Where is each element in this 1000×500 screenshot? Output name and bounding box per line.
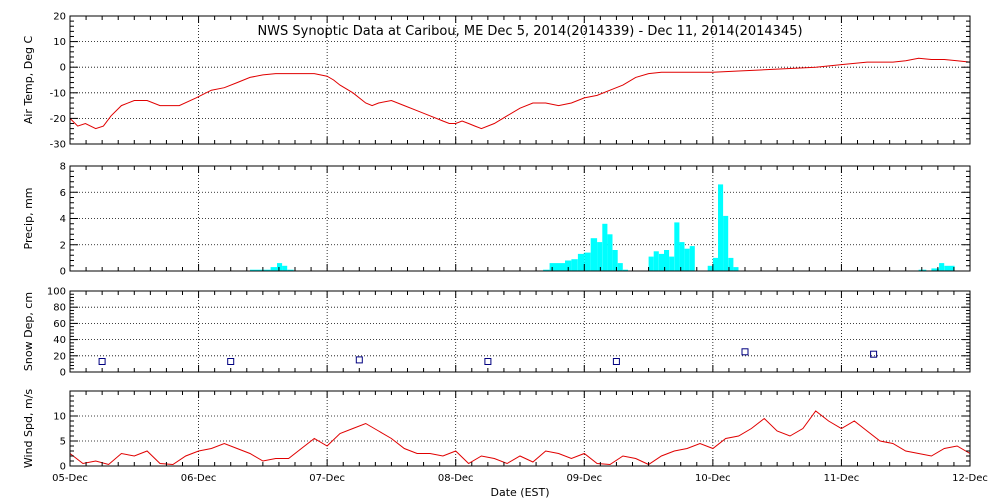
air-temp-series-line	[69, 57, 971, 130]
y-tick-label: 0	[60, 462, 66, 473]
panel-precip: 0 2 4 6 8 Precip, mm	[22, 162, 971, 278]
y-tick-label: 20	[53, 351, 66, 362]
x-tick-label: 09-Dec	[566, 473, 602, 484]
precip-bar	[597, 242, 603, 271]
y-tick-label: -30	[50, 140, 66, 151]
snow-depth-point	[741, 348, 749, 356]
precip-bar	[939, 263, 945, 271]
chart-panels: -30 -20 -10 0 10 20 Air Temp, Deg C 0 2 4 6 8 Precip…	[22, 12, 988, 485]
precip-bar	[931, 268, 940, 271]
x-tick-label: 08-Dec	[438, 473, 474, 484]
precip-bar	[689, 246, 695, 271]
precip-bar	[622, 269, 628, 271]
precip-bar	[549, 263, 565, 271]
y-tick-label: 8	[60, 162, 66, 173]
precip-bar	[282, 265, 288, 272]
precip-bar	[723, 215, 729, 271]
precip-bar	[612, 250, 618, 271]
y-tick-label: 4	[60, 214, 66, 225]
y-tick-label: 6	[60, 188, 66, 199]
precip-bar	[607, 234, 613, 272]
precip-bar	[684, 248, 690, 271]
precip-bar	[648, 256, 654, 271]
panel-snow-depth: 0 20 40 60 80 100 Snow Dep, cm	[22, 287, 971, 379]
snow-depth-point	[870, 350, 878, 358]
precip-bar	[577, 253, 585, 271]
precip-bar	[584, 252, 591, 271]
panel-air-temp: -30 -20 -10 0 10 20 Air Temp, Deg C	[22, 12, 971, 151]
x-axis-ticks: 05-Dec 06-Dec 07-Dec 08-Dec 09-Dec 10-Dec 11-D…	[52, 473, 988, 484]
precip-bar	[277, 263, 283, 271]
precip-bar	[669, 256, 675, 271]
x-tick-label: 07-Dec	[309, 473, 345, 484]
y-tick-label: -20	[50, 114, 66, 125]
y-tick-label: 20	[53, 12, 66, 23]
y-tick-label: 80	[53, 303, 66, 314]
precip-bar	[602, 223, 608, 272]
y-tick-label: 40	[53, 335, 66, 346]
snow-depth-y-axis-label: Snow Dep, cm	[22, 292, 35, 371]
x-tick-label: 05-Dec	[52, 473, 88, 484]
precip-bar	[287, 269, 294, 271]
y-tick-label: 10	[53, 412, 66, 423]
precip-bar	[565, 260, 572, 271]
precip-bar	[944, 265, 955, 272]
precip-bar	[707, 265, 713, 272]
precip-bar	[571, 259, 578, 271]
y-tick-label: 5	[60, 437, 66, 448]
precip-bar	[590, 238, 598, 271]
precip-bar	[718, 184, 724, 271]
panel-frame	[69, 290, 971, 373]
precip-bar	[658, 253, 664, 271]
air-temp-y-axis-label: Air Temp, Deg C	[22, 36, 35, 125]
x-tick-label: 11-Dec	[824, 473, 860, 484]
precip-bar	[664, 250, 670, 271]
snow-depth-point	[355, 356, 363, 364]
y-tick-label: 60	[53, 319, 66, 330]
x-tick-label: 06-Dec	[181, 473, 217, 484]
wind-speed-y-axis-label: Wind Spd, m/s	[22, 389, 35, 469]
snow-depth-point	[227, 358, 235, 365]
y-tick-label: 0	[60, 63, 66, 74]
precip-bar	[674, 222, 680, 271]
precip-y-axis-label: Precip, mm	[22, 188, 35, 250]
snow-depth-point	[484, 358, 492, 365]
y-tick-label: 2	[60, 240, 66, 251]
precip-bar	[728, 257, 734, 271]
panel-wind-speed: 0 5 10 Wind Spd, m/s	[22, 389, 971, 473]
precip-bar	[617, 263, 623, 271]
chart-title: NWS Synoptic Data at Caribou, ME Dec 5, …	[257, 24, 802, 39]
precip-bar	[270, 267, 277, 271]
y-tick-label: 10	[53, 37, 66, 48]
precip-bar	[712, 257, 718, 271]
precip-bar	[653, 251, 659, 271]
wind-speed-series-line	[69, 410, 971, 466]
x-axis-label: Date (EST)	[490, 486, 549, 499]
x-tick-label: 12-Dec	[952, 473, 988, 484]
precip-bar	[679, 242, 685, 271]
y-tick-label: -10	[50, 88, 66, 99]
precip-bar	[543, 269, 550, 271]
precip-bar	[918, 269, 927, 271]
x-tick-label: 10-Dec	[695, 473, 731, 484]
y-tick-label: 0	[60, 267, 66, 278]
precip-bar	[733, 267, 739, 271]
y-tick-label: 100	[47, 287, 66, 298]
panel-frame	[69, 390, 971, 467]
y-tick-label: 0	[60, 368, 66, 379]
snow-depth-point	[612, 358, 620, 365]
precip-bar	[250, 269, 271, 271]
snow-depth-point	[98, 358, 106, 365]
